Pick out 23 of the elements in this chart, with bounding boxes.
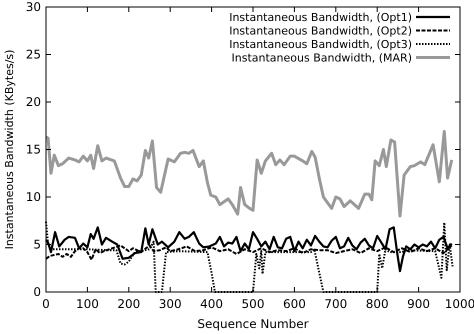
x-tick-label: 100 — [76, 297, 99, 311]
y-tick-label: 20 — [26, 95, 41, 109]
legend-label: Instantaneous Bandwidth, (MAR) — [232, 52, 412, 64]
x-tick-label: 400 — [200, 297, 224, 311]
y-tick-label: 30 — [26, 0, 41, 14]
x-tick-label: 300 — [158, 297, 182, 311]
y-axis-title: Instantaneous Bandwidth (KBytes/s) — [3, 50, 16, 250]
y-tick-label: 5 — [33, 238, 41, 252]
x-axis-title: Sequence Number — [197, 317, 309, 331]
x-tick-label: 900 — [407, 297, 430, 311]
legend-label: Instantaneous Bandwidth, (Opt2) — [229, 24, 412, 38]
y-tick-label: 15 — [26, 142, 41, 156]
legend-label: Instantaneous Bandwidth, (Opt1) — [229, 11, 412, 24]
x-tick-label: 600 — [282, 297, 306, 311]
x-tick-label: 200 — [117, 297, 140, 311]
y-tick-label: 10 — [26, 190, 41, 204]
x-tick-label: 700 — [324, 297, 348, 311]
x-tick-label: 500 — [242, 297, 264, 311]
y-tick-label: 0 — [33, 285, 41, 299]
y-tick-label: 25 — [26, 48, 41, 62]
legend-label: Instantaneous Bandwidth, (Opt3) — [229, 38, 412, 51]
x-tick-label: 800 — [366, 297, 389, 311]
x-tick-label: 0 — [42, 297, 50, 311]
